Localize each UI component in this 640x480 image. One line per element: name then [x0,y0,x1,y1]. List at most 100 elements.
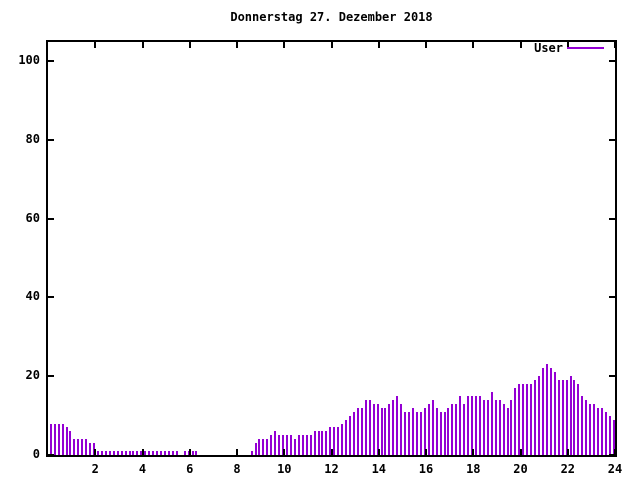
bar [435,407,438,455]
bar [380,407,383,455]
x-tick-label: 24 [607,462,623,476]
x-tick-mirror [377,42,380,48]
bar [467,395,470,455]
bar [581,395,584,455]
bar [549,368,552,455]
y-tick-label: 60 [25,210,40,225]
bar [396,395,399,455]
bar [510,399,513,455]
bar [384,407,387,455]
bar [297,435,300,455]
bar [163,451,166,455]
bar [608,415,611,455]
x-tick [519,449,522,455]
bar [325,431,328,455]
x-tick-label: 22 [560,462,576,476]
bar [471,395,474,455]
x-tick-label: 14 [371,462,387,476]
bar [451,403,454,455]
bar [321,431,324,455]
x-tick-label: 18 [466,462,481,476]
bar [530,384,533,455]
bar [360,407,363,455]
bar [191,451,194,455]
bar [120,451,123,455]
bar [73,439,76,455]
x-tick-mirror [94,42,97,48]
bar [459,395,462,455]
bar [254,443,257,455]
x-tick-label: 10 [277,462,292,476]
x-tick [330,449,333,455]
x-tick-mirror [283,42,286,48]
bar [431,399,434,455]
y-tick [48,296,54,299]
bar [104,451,107,455]
bar [313,431,316,455]
bar [439,411,442,455]
bar [538,376,540,455]
bar [368,399,371,455]
x-tick [94,449,97,455]
bar [565,380,568,455]
y-tick [48,59,54,62]
x-tick-label: 8 [233,462,241,476]
bar [601,407,603,455]
y-tick [48,454,54,456]
bar [534,380,537,455]
y-tick [48,138,54,141]
bar [116,451,119,455]
bar [100,451,103,455]
legend-line-sample [567,47,604,49]
bar [148,451,151,455]
bar [612,419,615,455]
bar [376,403,379,455]
y-tick-mirror [609,138,615,141]
bar [112,451,115,455]
bar [345,419,348,455]
bar [289,435,292,455]
bar [175,451,178,455]
bar [526,384,529,455]
x-tick [614,449,616,455]
bar [502,403,505,455]
bar [262,439,265,455]
x-tick-mirror [566,42,569,48]
bar [415,411,418,455]
bar [278,435,281,455]
bar [356,407,359,455]
bar [463,403,466,455]
bar [171,451,174,455]
y-tick-mirror [609,59,615,62]
bar [557,380,560,455]
bar [61,423,64,455]
bar [132,451,135,455]
x-tick-label: 6 [186,462,194,476]
legend-label: User [534,41,563,55]
bar [475,395,477,455]
bar [455,403,458,455]
bar [541,368,544,455]
bar [498,399,501,455]
bar [53,423,56,455]
y-tick [48,217,54,220]
bar [553,372,556,455]
bar [447,407,450,455]
bar [577,384,580,455]
bar [408,411,411,455]
bar [545,364,548,455]
bar [352,411,355,455]
bar [443,411,446,455]
bar [329,427,332,455]
x-tick-mirror [141,42,144,48]
bar [589,403,592,455]
y-tick-label: 100 [18,52,40,67]
y-tick [48,375,54,378]
bar [573,380,576,455]
bar [317,431,320,455]
bar [293,439,296,455]
bar [250,451,253,455]
bar [160,451,162,455]
bar [65,427,68,455]
